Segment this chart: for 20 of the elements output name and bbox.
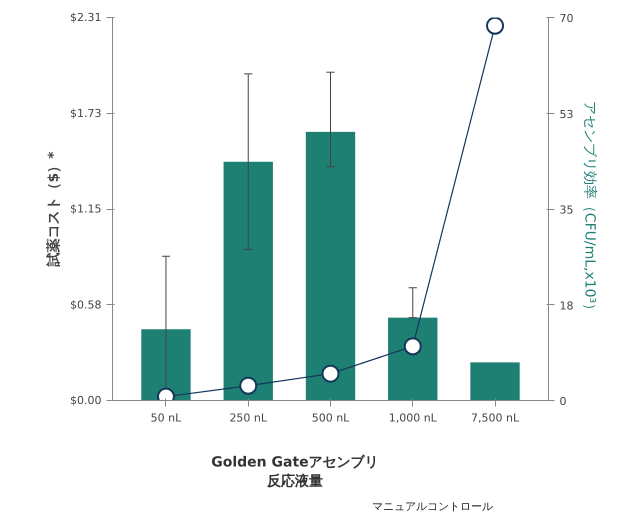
text: 反応液量: [266, 474, 323, 490]
x-tick-label: 250 nL: [229, 412, 268, 424]
text: マニュアルコントロール: [372, 500, 494, 513]
text: Golden Gateアセンブリ: [211, 454, 379, 470]
y-tick-label: $1.73: [70, 106, 102, 120]
y-tick-label: $1.15: [70, 202, 102, 216]
y2-tick-label: 18: [560, 299, 574, 312]
y2-tick-label: 0: [560, 395, 566, 408]
x-tick-label: 500 nL: [312, 412, 350, 424]
y2-axis-title: アセンブリ効率（CFU/mL,x10³）: [581, 100, 598, 318]
y2-tick-label: 53: [560, 108, 574, 121]
x-tick-label: 7,500 nL: [470, 412, 520, 424]
y-axis-title: 試薬コスト（$）*: [45, 150, 62, 268]
x-tick-label: 50 nL: [150, 412, 182, 424]
y2-tick-label: 70: [560, 12, 574, 25]
y-tick-label: $0.00: [70, 394, 102, 407]
y2-tick-label: 35: [560, 204, 574, 216]
y-tick-label: $0.58: [70, 298, 102, 312]
x-tick-label: 1,000 nL: [388, 412, 438, 424]
y-tick-label: $2.31: [70, 11, 102, 24]
